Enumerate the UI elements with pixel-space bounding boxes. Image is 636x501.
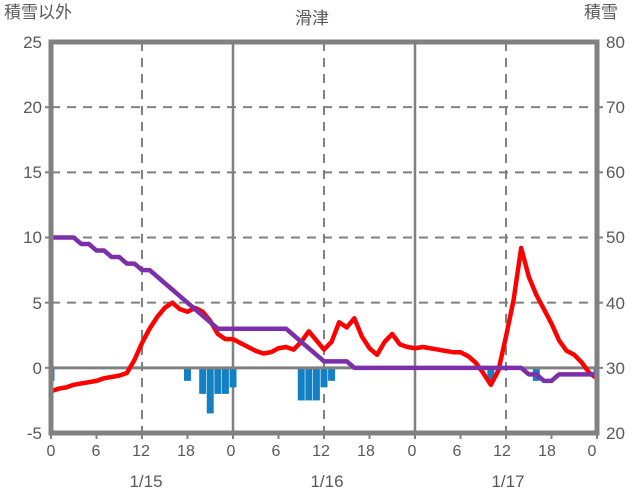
x-tick-1: 6 [91,443,101,460]
x-tick-0: 0 [46,443,56,460]
y-tick-right-3: 50 [606,228,625,247]
left-axis-title: 積雪以外 [4,3,72,22]
day-label-0: 1/15 [129,472,163,491]
x-tick-7: 18 [357,443,375,460]
precipitation-bars [51,367,597,414]
y-tick-left-6: -5 [26,424,42,443]
y-tick-right-1: 70 [606,98,625,117]
y-tick-right-2: 60 [606,163,625,182]
y-tick-left-1: 20 [23,98,42,117]
y-tick-right-5: 30 [606,359,625,378]
y-tick-right-6: 20 [606,424,625,443]
plot-frame [45,39,603,439]
x-tick-8: 0 [407,443,417,460]
x-tick-5: 6 [271,443,281,460]
chart-title: 滑津 [295,9,329,28]
right-axis-title: 積雪 [584,3,618,22]
y-tick-right-0: 80 [606,33,625,52]
x-tick-10: 12 [493,443,511,460]
x-tick-11: 18 [538,443,556,460]
y-tick-left-0: 25 [23,33,42,52]
y-tick-right-4: 40 [606,294,625,313]
series-lines [48,235,600,394]
y-tick-left-4: 5 [32,294,42,313]
day-label-2: 1/17 [491,472,525,491]
y-tick-left-2: 15 [23,163,42,182]
y-tick-left-3: 10 [23,228,42,247]
day-label-1: 1/16 [310,472,344,491]
x-tick-9: 6 [452,443,462,460]
y-tick-left-5: 0 [32,359,42,378]
x-tick-6: 12 [312,443,330,460]
x-tick-2: 12 [132,443,150,460]
x-tick-12: 0 [587,443,597,460]
x-tick-4: 0 [226,443,236,460]
x-tick-3: 18 [177,443,195,460]
